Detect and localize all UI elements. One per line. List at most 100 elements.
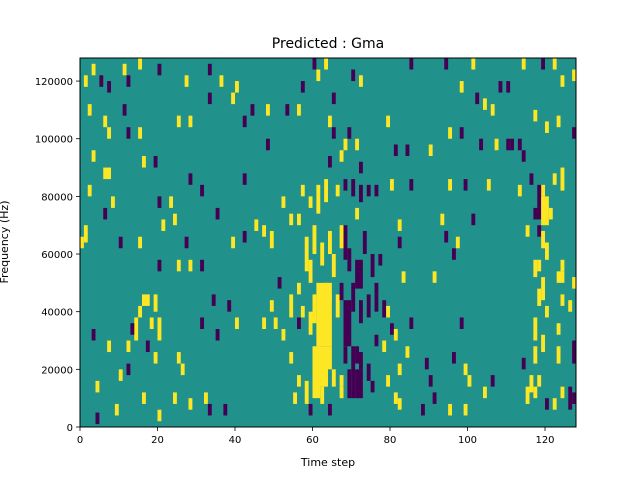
heatmap-cell-high: [533, 259, 538, 278]
heatmap-cell-high: [235, 317, 239, 329]
heatmap-cell-low: [91, 328, 96, 341]
heatmap-cell-low: [529, 173, 534, 185]
heatmap-cell-high: [533, 317, 538, 341]
heatmap-cell-low: [200, 317, 205, 329]
heatmap-cell-low: [362, 230, 367, 255]
heatmap-cell-low: [200, 184, 205, 197]
heatmap-cell-high: [111, 196, 115, 208]
heatmap-cell-high: [324, 282, 332, 301]
heatmap-cell-low: [242, 115, 247, 128]
heatmap-cell-low: [347, 127, 352, 139]
heatmap-cell-high: [459, 81, 464, 93]
heatmap-cell-low: [498, 81, 503, 93]
heatmap-cell-low: [215, 207, 220, 220]
heatmap-cell-low: [157, 63, 162, 76]
heatmap-cell-high: [328, 346, 332, 370]
heatmap-cell-high: [494, 138, 499, 151]
heatmap-cell-low: [223, 403, 228, 416]
heatmap-cell-high: [204, 392, 208, 404]
heatmap-cell-high: [273, 317, 278, 329]
heatmap-cell-high: [339, 386, 344, 399]
heatmap-cell-high: [320, 242, 325, 266]
heatmap-cell-high: [126, 340, 131, 353]
heatmap-cell-high: [300, 305, 305, 318]
heatmap-cell-low: [343, 300, 352, 347]
heatmap-cell-high: [281, 196, 286, 208]
heatmap-cell-high: [122, 63, 127, 76]
heatmap-cell-high: [114, 403, 119, 416]
heatmap-cell-low: [157, 196, 162, 208]
heatmap-cell-high: [297, 213, 301, 226]
heatmap-cell-high: [545, 305, 549, 318]
heatmap-cell-high: [324, 179, 329, 203]
heatmap-cell-low: [308, 403, 313, 416]
heatmap-cell-high: [312, 346, 321, 399]
y-tick-label: 100000: [35, 135, 73, 146]
heatmap-cell-high: [231, 236, 236, 249]
heatmap-cell-high: [153, 352, 158, 364]
heatmap-cell-low: [366, 363, 371, 381]
heatmap-cell-low: [126, 127, 131, 139]
x-axis-ticks: 0 20 40 60 80 100 120: [77, 427, 555, 446]
heatmap-cell-low: [126, 363, 131, 376]
heatmap-cell-high: [142, 294, 150, 306]
x-tick-label: 0: [77, 435, 83, 446]
heatmap-cell-high: [397, 363, 402, 376]
heatmap-cell-high: [386, 375, 391, 387]
heatmap-cell-high: [525, 386, 530, 404]
heatmap-cell-high: [138, 127, 143, 139]
heatmap-cell-high: [448, 179, 453, 191]
heatmap-cell-low: [428, 375, 433, 387]
heatmap-cell-high: [293, 392, 298, 404]
heatmap-cell-high: [161, 219, 166, 231]
heatmap-cell-high: [428, 144, 433, 157]
heatmap-cell-low: [479, 138, 484, 151]
heatmap-cell-low: [359, 161, 363, 174]
heatmap-cell-high: [262, 317, 267, 329]
heatmap-cell-high: [312, 225, 317, 255]
heatmap-cell-low: [328, 156, 332, 168]
heatmap-cell-low: [459, 127, 464, 139]
heatmap-cell-low: [424, 357, 429, 370]
heatmap-cell-high: [405, 346, 410, 358]
heatmap-cell-low: [343, 225, 348, 260]
heatmap-cell-low: [153, 156, 158, 168]
heatmap-cell-high: [355, 138, 360, 151]
heatmap-cell-high: [339, 150, 344, 162]
heatmap-cell-high: [262, 225, 267, 237]
heatmap-cell-high: [541, 184, 546, 197]
heatmap-cell-low: [533, 207, 542, 220]
heatmap-cell-low: [370, 380, 375, 393]
heatmap-cell-high: [331, 369, 336, 387]
heatmap-cell-high: [157, 409, 162, 422]
heatmap-cell-low: [207, 92, 212, 105]
heatmap-cell-low: [227, 300, 232, 312]
heatmap-cell-low: [184, 236, 189, 249]
heatmap-cell-low: [444, 230, 449, 243]
heatmap-cell-high: [308, 196, 313, 208]
heatmap-cell-high: [541, 196, 549, 226]
heatmap-cell-low: [390, 323, 394, 335]
heatmap-cell-high: [289, 294, 294, 318]
heatmap-cell-high: [118, 369, 123, 381]
heatmap-cell-low: [122, 104, 127, 116]
heatmap-cell-high: [297, 375, 301, 387]
heatmap-cell-low: [510, 138, 515, 151]
heatmap-cell-high: [471, 58, 476, 70]
heatmap-cell-high: [107, 340, 112, 353]
heatmap-cell-low: [188, 173, 193, 185]
heatmap-cell-low: [126, 75, 131, 87]
heatmap-cell-low: [397, 236, 402, 249]
heatmap-cell-low: [355, 369, 363, 399]
heatmap-cell-high: [169, 196, 174, 208]
heatmap-cells: [80, 58, 577, 425]
heatmap-cell-low: [355, 259, 363, 289]
x-tick-label: 100: [458, 435, 477, 446]
heatmap-cell-high: [188, 115, 193, 128]
heatmap-cell-high: [103, 115, 108, 128]
heatmap-cell-low: [347, 369, 352, 399]
heatmap-cell-high: [269, 300, 274, 312]
heatmap-cell-low: [351, 179, 356, 197]
heatmap-cell-low: [99, 75, 104, 87]
